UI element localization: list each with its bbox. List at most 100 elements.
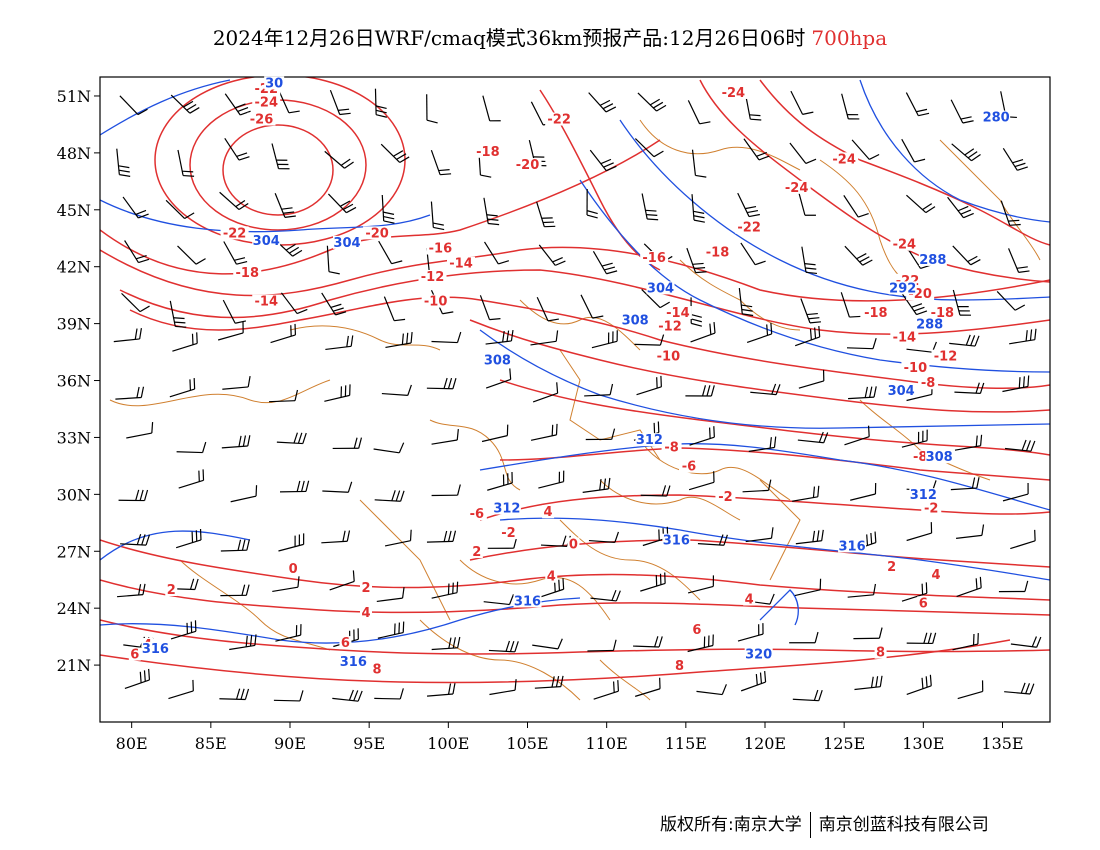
wind-barb: [487, 471, 513, 491]
wind-barb: [536, 297, 559, 322]
temperature-label-bg: [918, 376, 939, 390]
temperature-label: 6: [130, 648, 139, 663]
wind-barb: [640, 485, 671, 497]
temperature-label-bg: [661, 440, 682, 454]
wind-barb: [321, 530, 351, 544]
temperature-label-bg: [673, 658, 686, 672]
lat-tick-label: 36N: [57, 372, 91, 391]
wind-barb: [593, 680, 620, 700]
wind-barb: [798, 369, 825, 389]
wind-barb: [168, 679, 194, 700]
temperature-label-bg: [567, 537, 580, 551]
height-label: 312: [910, 488, 937, 503]
temperature-label-bg: [473, 144, 502, 158]
wind-barb: [169, 300, 187, 328]
wind-barb: [120, 534, 151, 546]
height-label-bg: [339, 655, 368, 669]
wind-barb: [691, 149, 707, 178]
temperature-label: -8: [913, 450, 927, 465]
temperature-label-bg: [498, 526, 519, 540]
temperature-label-bg: [782, 180, 811, 194]
wind-barb: [329, 89, 351, 116]
wind-barb: [740, 242, 766, 266]
wind-barb: [750, 383, 781, 396]
temperature-label: 0: [569, 537, 578, 552]
lon-tick-label: 100E: [427, 734, 469, 753]
wind-barb: [737, 192, 760, 218]
height-label: 308: [926, 450, 953, 465]
wind-barb: [426, 377, 457, 390]
temperature-label: 2: [887, 560, 896, 575]
wind-barb: [219, 688, 250, 701]
wind-barb: [687, 100, 711, 125]
wind-barb: [121, 292, 150, 313]
wind-barb: [840, 292, 861, 318]
height-label-bg: [264, 76, 285, 90]
temperature-label-bg: [421, 294, 450, 308]
temperature-label: -24: [722, 86, 746, 101]
wind-barb: [530, 423, 558, 441]
wind-barb: [580, 294, 604, 319]
height-label: 280: [983, 111, 1010, 126]
temperature-label-bg: [930, 567, 942, 581]
temperature-label-bg: [719, 85, 748, 99]
height-label-bg: [621, 313, 650, 327]
temperature-label-bg: [287, 562, 300, 576]
lat-tick-label: 51N: [57, 87, 91, 106]
wind-barb: [219, 191, 249, 211]
wind-barb: [326, 245, 340, 275]
temperature-label: 8: [675, 659, 684, 674]
temperature-label: 2: [472, 545, 481, 560]
temperature-label: -24: [255, 95, 279, 110]
height-label: 288: [916, 317, 943, 332]
temperature-label: -16: [429, 242, 453, 257]
lon-tick-label: 130E: [902, 734, 944, 753]
temperature-label: -14: [666, 306, 690, 321]
temperature-label-bg: [640, 251, 669, 265]
temperature-label: -26: [250, 113, 274, 128]
wind-barb: [536, 201, 556, 228]
height-label-bg: [662, 533, 691, 547]
wind-barb: [748, 436, 777, 452]
wind-barb: [220, 584, 250, 597]
wind-barb: [582, 477, 611, 493]
wind-barb: [383, 296, 406, 322]
wind-barb: [591, 330, 618, 349]
height-label: 308: [484, 353, 511, 368]
wind-barb: [426, 94, 438, 124]
temperature-label: -6: [470, 507, 484, 522]
wind-barb: [950, 477, 980, 491]
temperature-label-bg: [703, 245, 732, 259]
lon-tick-label: 105E: [506, 734, 548, 753]
wind-barb: [217, 321, 244, 341]
temperature-label-bg: [890, 330, 919, 344]
temperature-label-bg: [418, 269, 447, 283]
wind-barb: [431, 581, 459, 599]
wind-barb: [321, 292, 347, 316]
wind-barb: [850, 483, 877, 501]
lat-tick-label: 42N: [57, 258, 91, 277]
lat-tick-label: 21N: [57, 656, 91, 675]
wind-barb: [853, 627, 883, 640]
wind-barb: [487, 537, 518, 549]
temperature-label-bg: [928, 306, 957, 320]
wind-barb: [954, 434, 983, 451]
temperature-label-bg: [861, 306, 890, 320]
wind-barb: [381, 384, 412, 396]
height-label: 316: [663, 534, 690, 549]
wind-barb: [792, 485, 820, 502]
wind-barb: [479, 295, 501, 321]
wind-barb: [590, 589, 621, 602]
wind-barb: [230, 485, 258, 503]
wind-barb: [592, 250, 618, 275]
wind-barb: [906, 632, 937, 645]
wind-barb: [688, 471, 715, 491]
lat-tick-label: 30N: [57, 485, 91, 504]
height-label: 288: [919, 253, 946, 268]
wind-barb: [220, 539, 250, 552]
temperature-label: -18: [864, 306, 888, 321]
wind-barb: [482, 95, 501, 122]
lon-tick-label: 125E: [823, 734, 865, 753]
wind-barb: [280, 292, 308, 315]
wind-barb: [1000, 200, 1021, 226]
